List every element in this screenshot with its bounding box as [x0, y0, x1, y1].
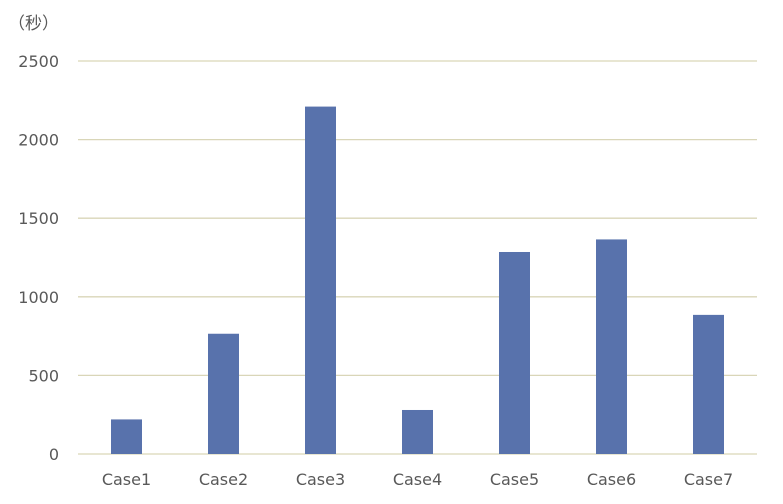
bar-case3 [305, 106, 336, 454]
x-tick-labels: Case1 Case2 Case3 Case4 Case5 Case6 Case7 [102, 470, 733, 489]
y-tick-label: 2500 [18, 52, 59, 71]
y-tick-label: 0 [49, 445, 59, 464]
x-tick-label: Case7 [684, 470, 733, 489]
x-tick-label: Case1 [102, 470, 151, 489]
y-tick-label: 1000 [18, 288, 59, 307]
bar-case7 [693, 314, 724, 454]
bar-case6 [596, 239, 627, 454]
y-tick-label: 1500 [18, 209, 59, 228]
bar-case2 [208, 333, 239, 454]
y-tick-label: 2000 [18, 131, 59, 150]
bar-case5 [499, 251, 530, 454]
x-tick-label: Case6 [587, 470, 636, 489]
y-tick-labels: 0 500 1000 1500 2000 2500 [18, 52, 59, 464]
bar-case1 [111, 419, 142, 454]
y-tick-label: 500 [28, 366, 59, 385]
x-tick-label: Case5 [490, 470, 539, 489]
y-unit-label: （秒） [8, 14, 59, 34]
x-tick-label: Case2 [199, 470, 248, 489]
x-tick-label: Case4 [393, 470, 442, 489]
bar-case4 [402, 409, 433, 454]
bars [111, 106, 724, 454]
gridlines [78, 60, 757, 455]
x-tick-label: Case3 [296, 470, 345, 489]
